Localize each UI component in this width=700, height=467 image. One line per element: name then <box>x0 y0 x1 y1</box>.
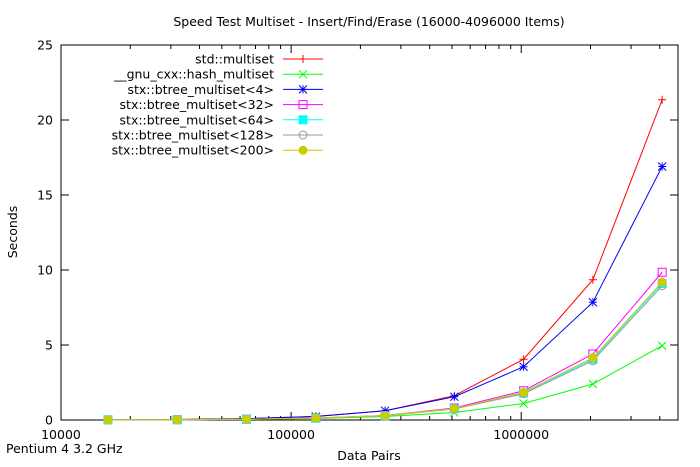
plus-marker <box>299 55 307 63</box>
star-marker <box>657 162 667 171</box>
star-marker <box>588 297 598 307</box>
series-stx-btree-multiset-128 <box>103 281 667 425</box>
legend-label: stx::btree_multiset<4> <box>127 82 274 97</box>
star-marker <box>298 85 308 94</box>
plus-marker <box>588 275 597 284</box>
legend-label: std::multiset <box>195 52 274 67</box>
cross-marker <box>657 341 667 351</box>
y-tick-label: 0 <box>45 413 53 428</box>
plus-marker <box>519 355 528 364</box>
cross-marker <box>298 69 308 79</box>
y-tick-label: 5 <box>45 338 53 353</box>
footnote: Pentium 4 3.2 GHz <box>6 441 123 456</box>
series-layer <box>103 95 667 425</box>
open-circle-marker <box>298 130 308 140</box>
filled-circle-marker <box>311 413 321 423</box>
filled-circle-marker <box>380 411 390 421</box>
filled-circle-marker <box>242 414 252 424</box>
filled-square-marker <box>298 115 308 125</box>
axes: 0 5 10 15 20 25 10000 100000 1000000 <box>37 38 678 442</box>
plot-frame <box>60 44 679 421</box>
open-square-marker <box>657 267 667 277</box>
filled-circle-marker <box>103 415 113 425</box>
filled-circle-marker <box>449 404 459 414</box>
series-line <box>107 283 663 421</box>
plus-marker <box>658 95 667 104</box>
y-tick-label: 20 <box>37 113 53 128</box>
series-stx-btree-multiset-32 <box>103 267 667 425</box>
series-line <box>107 166 663 421</box>
x-axis-label: Data Pairs <box>337 448 401 463</box>
series-line <box>107 281 663 421</box>
x-tick-label: 100000 <box>267 427 315 442</box>
series-line <box>107 285 663 421</box>
legend-label: stx::btree_multiset<32> <box>120 97 274 112</box>
y-tick-label: 25 <box>37 38 53 53</box>
legend: std::multiset__gnu_cxx::hash_multisetstx… <box>112 52 323 158</box>
legend-label: stx::btree_multiset<64> <box>120 112 274 127</box>
legend-label: __gnu_cxx::hash_multiset <box>113 67 274 82</box>
star-marker <box>449 392 459 402</box>
y-tick-label: 10 <box>37 263 53 278</box>
filled-circle-marker <box>172 415 182 425</box>
cross-marker <box>588 379 598 389</box>
filled-circle-marker <box>657 277 667 287</box>
y-tick-label: 15 <box>37 188 53 203</box>
x-tick-label: 10000 <box>41 427 81 442</box>
legend-label: stx::btree_multiset<200> <box>112 143 274 158</box>
series-line <box>107 271 663 421</box>
chart-title: Speed Test Multiset - Insert/Find/Erase … <box>173 14 564 29</box>
x-tick-label: 1000000 <box>493 427 549 442</box>
series-stx-btree-multiset-64 <box>103 279 667 425</box>
filled-circle-marker <box>298 145 308 155</box>
series-stx-btree-multiset-200 <box>103 277 667 425</box>
filled-circle-marker <box>588 353 598 363</box>
star-marker <box>519 362 528 372</box>
legend-label: stx::btree_multiset<128> <box>112 128 274 143</box>
star-marker <box>380 406 390 416</box>
y-axis-label: Seconds <box>5 206 20 259</box>
open-square-marker <box>298 100 308 110</box>
filled-circle-marker <box>519 387 529 397</box>
cross-marker <box>519 399 528 408</box>
